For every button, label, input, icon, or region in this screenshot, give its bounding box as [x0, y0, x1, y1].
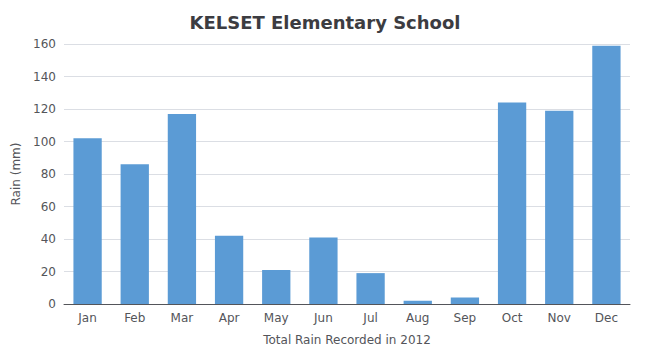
svg-text:20: 20 [41, 265, 56, 279]
svg-text:May: May [264, 311, 289, 325]
svg-text:100: 100 [33, 135, 56, 149]
svg-text:80: 80 [41, 167, 56, 181]
svg-text:Oct: Oct [502, 311, 523, 325]
svg-text:Dec: Dec [595, 311, 618, 325]
svg-text:140: 140 [33, 70, 56, 84]
svg-text:Sep: Sep [454, 311, 477, 325]
svg-text:160: 160 [33, 37, 56, 51]
svg-text:Mar: Mar [171, 311, 194, 325]
svg-text:KELSET Elementary School: KELSET Elementary School [190, 12, 461, 33]
svg-text:Jan: Jan [77, 311, 97, 325]
svg-text:120: 120 [33, 102, 56, 116]
svg-text:Rain (mm): Rain (mm) [9, 143, 23, 206]
svg-text:Nov: Nov [548, 311, 571, 325]
svg-text:Total Rain Recorded in 2012: Total Rain Recorded in 2012 [262, 333, 431, 347]
svg-text:Jun: Jun [313, 311, 333, 325]
svg-text:Apr: Apr [219, 311, 240, 325]
svg-text:60: 60 [41, 200, 56, 214]
svg-text:40: 40 [41, 232, 56, 246]
svg-text:Jul: Jul [362, 311, 377, 325]
svg-text:0: 0 [48, 297, 56, 311]
svg-text:Feb: Feb [124, 311, 145, 325]
svg-text:Aug: Aug [406, 311, 429, 325]
